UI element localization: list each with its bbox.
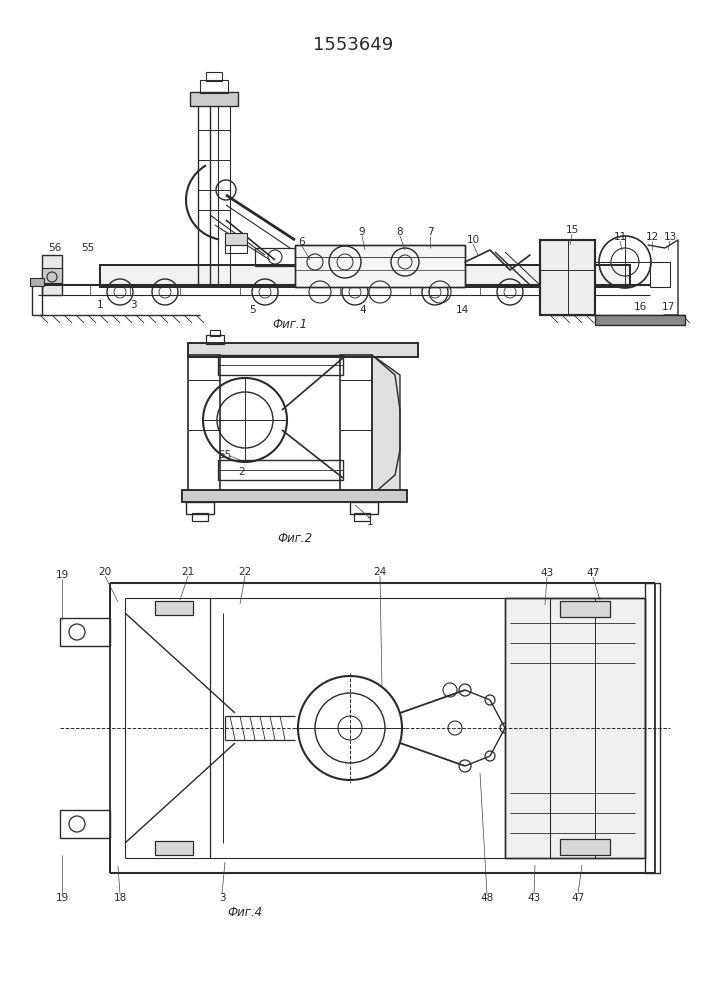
Bar xyxy=(188,343,418,357)
Text: 12: 12 xyxy=(645,232,659,242)
Bar xyxy=(295,245,465,287)
Text: 19: 19 xyxy=(55,570,69,580)
Bar xyxy=(182,490,407,502)
Text: 1: 1 xyxy=(367,517,373,527)
Bar xyxy=(350,502,378,514)
Bar xyxy=(218,355,343,375)
Bar xyxy=(218,460,343,480)
Text: 9: 9 xyxy=(358,227,366,237)
Bar xyxy=(206,335,224,344)
Text: Фиг.1: Фиг.1 xyxy=(272,318,308,332)
Bar xyxy=(560,839,610,855)
Bar xyxy=(540,240,595,315)
Text: 18: 18 xyxy=(113,893,127,903)
Bar xyxy=(60,618,110,646)
Bar xyxy=(42,268,62,283)
Bar xyxy=(645,583,660,873)
Text: 43: 43 xyxy=(527,893,541,903)
Text: 21: 21 xyxy=(182,567,194,577)
Bar xyxy=(540,240,595,315)
Bar xyxy=(188,343,418,357)
Text: 43: 43 xyxy=(540,568,554,578)
Bar xyxy=(340,355,372,495)
Text: 55: 55 xyxy=(81,243,95,253)
Text: 47: 47 xyxy=(586,568,600,578)
Bar xyxy=(155,841,193,855)
Text: 20: 20 xyxy=(98,567,112,577)
Text: 8: 8 xyxy=(397,227,403,237)
Text: Фиг.2: Фиг.2 xyxy=(277,532,312,544)
Bar xyxy=(186,502,214,514)
Bar xyxy=(100,265,630,287)
Bar xyxy=(200,80,228,93)
Text: 5: 5 xyxy=(250,305,257,315)
Bar xyxy=(505,598,645,858)
Bar xyxy=(650,262,670,287)
Bar xyxy=(30,278,44,286)
Bar xyxy=(198,100,210,285)
Text: 3: 3 xyxy=(129,300,136,310)
Text: 22: 22 xyxy=(238,567,252,577)
Text: 56: 56 xyxy=(48,243,62,253)
Bar xyxy=(42,255,62,295)
Text: 48: 48 xyxy=(480,893,493,903)
Text: 2: 2 xyxy=(239,467,245,477)
Bar xyxy=(255,248,295,266)
Text: 14: 14 xyxy=(455,305,469,315)
Text: 55: 55 xyxy=(218,450,232,460)
Bar xyxy=(100,265,630,287)
Text: Фиг.4: Фиг.4 xyxy=(228,906,262,918)
Text: 3: 3 xyxy=(218,893,226,903)
Polygon shape xyxy=(372,355,400,495)
Text: 1: 1 xyxy=(97,300,103,310)
Text: 24: 24 xyxy=(373,567,387,577)
Text: 6: 6 xyxy=(298,237,305,247)
Text: 16: 16 xyxy=(633,302,647,312)
Text: 15: 15 xyxy=(566,225,578,235)
Bar xyxy=(32,285,42,315)
Text: 11: 11 xyxy=(614,232,626,242)
Bar xyxy=(192,513,208,521)
Text: 17: 17 xyxy=(661,302,674,312)
Bar xyxy=(295,245,465,287)
Text: 1553649: 1553649 xyxy=(313,36,393,54)
Bar xyxy=(155,601,193,615)
Bar xyxy=(560,601,610,617)
Bar xyxy=(190,92,238,106)
Text: 19: 19 xyxy=(55,893,69,903)
Text: 4: 4 xyxy=(360,305,366,315)
Bar xyxy=(595,315,685,325)
Bar xyxy=(206,72,222,81)
Text: 10: 10 xyxy=(467,235,479,245)
Text: 7: 7 xyxy=(427,227,433,237)
Text: 13: 13 xyxy=(663,232,677,242)
Bar xyxy=(218,100,230,285)
Bar xyxy=(505,598,645,858)
Bar xyxy=(182,490,407,502)
Bar xyxy=(60,810,110,838)
Bar xyxy=(354,513,370,521)
Bar xyxy=(188,355,220,495)
Bar xyxy=(210,330,220,336)
Bar xyxy=(225,233,247,245)
Text: 47: 47 xyxy=(571,893,585,903)
Bar xyxy=(225,245,247,253)
